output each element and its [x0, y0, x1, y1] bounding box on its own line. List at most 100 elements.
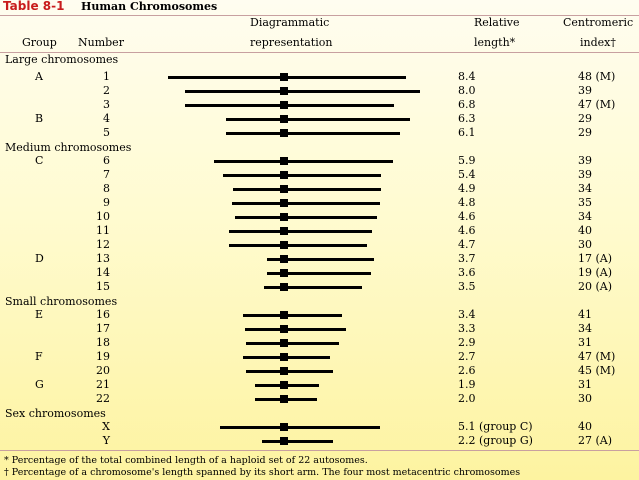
relative-length: 2.2 (group G)	[458, 434, 533, 447]
centromeric-index: 40	[578, 420, 592, 433]
header-length-line2: length*	[474, 36, 516, 49]
chromosome-number: 17	[96, 322, 110, 335]
chromosome-number: 18	[96, 336, 110, 349]
header-diagram-line2: representation	[250, 36, 333, 49]
chromosome-number: 9	[103, 196, 110, 209]
chromosome-bar	[233, 188, 381, 191]
chromosome-bar	[267, 272, 371, 275]
centromeric-index: 31	[578, 378, 592, 391]
centromeric-index: 29	[578, 126, 592, 139]
group-label: G	[35, 378, 44, 391]
chromosome-number: 21	[96, 378, 110, 391]
top-rule	[0, 15, 639, 16]
chromosome-number: 13	[96, 252, 110, 265]
centromeric-index: 40	[578, 224, 592, 237]
chromosome-number: Y	[102, 434, 110, 447]
relative-length: 2.7	[458, 350, 476, 363]
relative-length: 4.6	[458, 210, 476, 223]
centromeric-index: 47 (M)	[578, 98, 616, 111]
chromosome-bar	[214, 160, 393, 163]
footnote-index: † Percentage of a chromosome's length sp…	[4, 467, 521, 478]
table-titlebar: Table 8-1 Human Chromosomes	[0, 0, 639, 15]
centromere-marker	[280, 325, 288, 333]
relative-length: 5.9	[458, 154, 476, 167]
centromere-marker	[280, 171, 288, 179]
chromosome-bar	[229, 244, 367, 247]
relative-length: 1.9	[458, 378, 476, 391]
centromeric-index: 41	[578, 308, 592, 321]
section-label: Large chromosomes	[5, 53, 119, 66]
centromere-marker	[280, 129, 288, 137]
centromere-marker	[280, 423, 288, 431]
centromere-marker	[280, 199, 288, 207]
relative-length: 3.7	[458, 252, 476, 265]
table-title: Human Chromosomes	[81, 0, 218, 13]
centromeric-index: 39	[578, 84, 592, 97]
relative-length: 5.1 (group C)	[458, 420, 533, 433]
centromere-marker	[280, 269, 288, 277]
section-label: Small chromosomes	[5, 295, 118, 308]
centromere-marker	[280, 437, 288, 445]
chromosome-number: 15	[96, 280, 110, 293]
relative-length: 4.6	[458, 224, 476, 237]
relative-length: 2.6	[458, 364, 476, 377]
chromosome-bar	[229, 230, 372, 233]
centromeric-index: 34	[578, 322, 592, 335]
chromosome-number: 2	[103, 84, 110, 97]
chromosome-bar	[235, 216, 377, 219]
relative-length: 6.8	[458, 98, 476, 111]
centromere-marker	[280, 87, 288, 95]
relative-length: 2.9	[458, 336, 476, 349]
centromeric-index: 31	[578, 336, 592, 349]
centromeric-index: 35	[578, 196, 592, 209]
chromosome-number: 5	[103, 126, 110, 139]
group-label: D	[35, 252, 44, 265]
header-group: Group	[22, 36, 57, 49]
group-label: A	[35, 70, 43, 83]
chromosome-bar	[264, 286, 362, 289]
chromosome-number: 7	[103, 168, 110, 181]
centromeric-index: 20 (A)	[578, 280, 613, 293]
centromeric-index: 27 (A)	[578, 434, 613, 447]
centromere-marker	[280, 283, 288, 291]
relative-length: 6.1	[458, 126, 476, 139]
relative-length: 4.7	[458, 238, 476, 251]
relative-length: 6.3	[458, 112, 476, 125]
centromere-marker	[280, 381, 288, 389]
centromeric-index: 39	[578, 168, 592, 181]
centromere-marker	[280, 395, 288, 403]
relative-length: 3.6	[458, 266, 476, 279]
centromere-marker	[280, 157, 288, 165]
header-rule	[0, 52, 639, 53]
footer-rule	[0, 450, 639, 451]
centromeric-index: 30	[578, 238, 592, 251]
chromosome-number: 10	[96, 210, 110, 223]
centromere-marker	[280, 353, 288, 361]
centromeric-index: 30	[578, 392, 592, 405]
section-label: Sex chromosomes	[5, 407, 106, 420]
centromere-marker	[280, 311, 288, 319]
chromosome-number: X	[102, 420, 110, 433]
header-index-line1: Centromeric	[563, 16, 634, 29]
chromosome-bar	[185, 104, 394, 107]
relative-length: 8.0	[458, 84, 476, 97]
chromosome-bar	[220, 426, 380, 429]
centromere-marker	[280, 115, 288, 123]
centromeric-index: 48 (M)	[578, 70, 616, 83]
chromosome-number: 6	[103, 154, 110, 167]
relative-length: 3.3	[458, 322, 476, 335]
centromeric-index: 47 (M)	[578, 350, 616, 363]
centromeric-index: 34	[578, 210, 592, 223]
footnote-length: * Percentage of the total combined lengt…	[4, 455, 368, 466]
relative-length: 3.4	[458, 308, 476, 321]
relative-length: 8.4	[458, 70, 476, 83]
centromere-marker	[280, 213, 288, 221]
chromosome-bar	[243, 314, 342, 317]
chromosome-bar	[185, 90, 420, 93]
header-diagram-line1: Diagrammatic	[250, 16, 330, 29]
relative-length: 3.5	[458, 280, 476, 293]
header-number: Number	[78, 36, 124, 49]
chromosome-bar	[262, 440, 333, 443]
chromosome-bar	[246, 370, 333, 373]
chromosome-number: 22	[96, 392, 110, 405]
